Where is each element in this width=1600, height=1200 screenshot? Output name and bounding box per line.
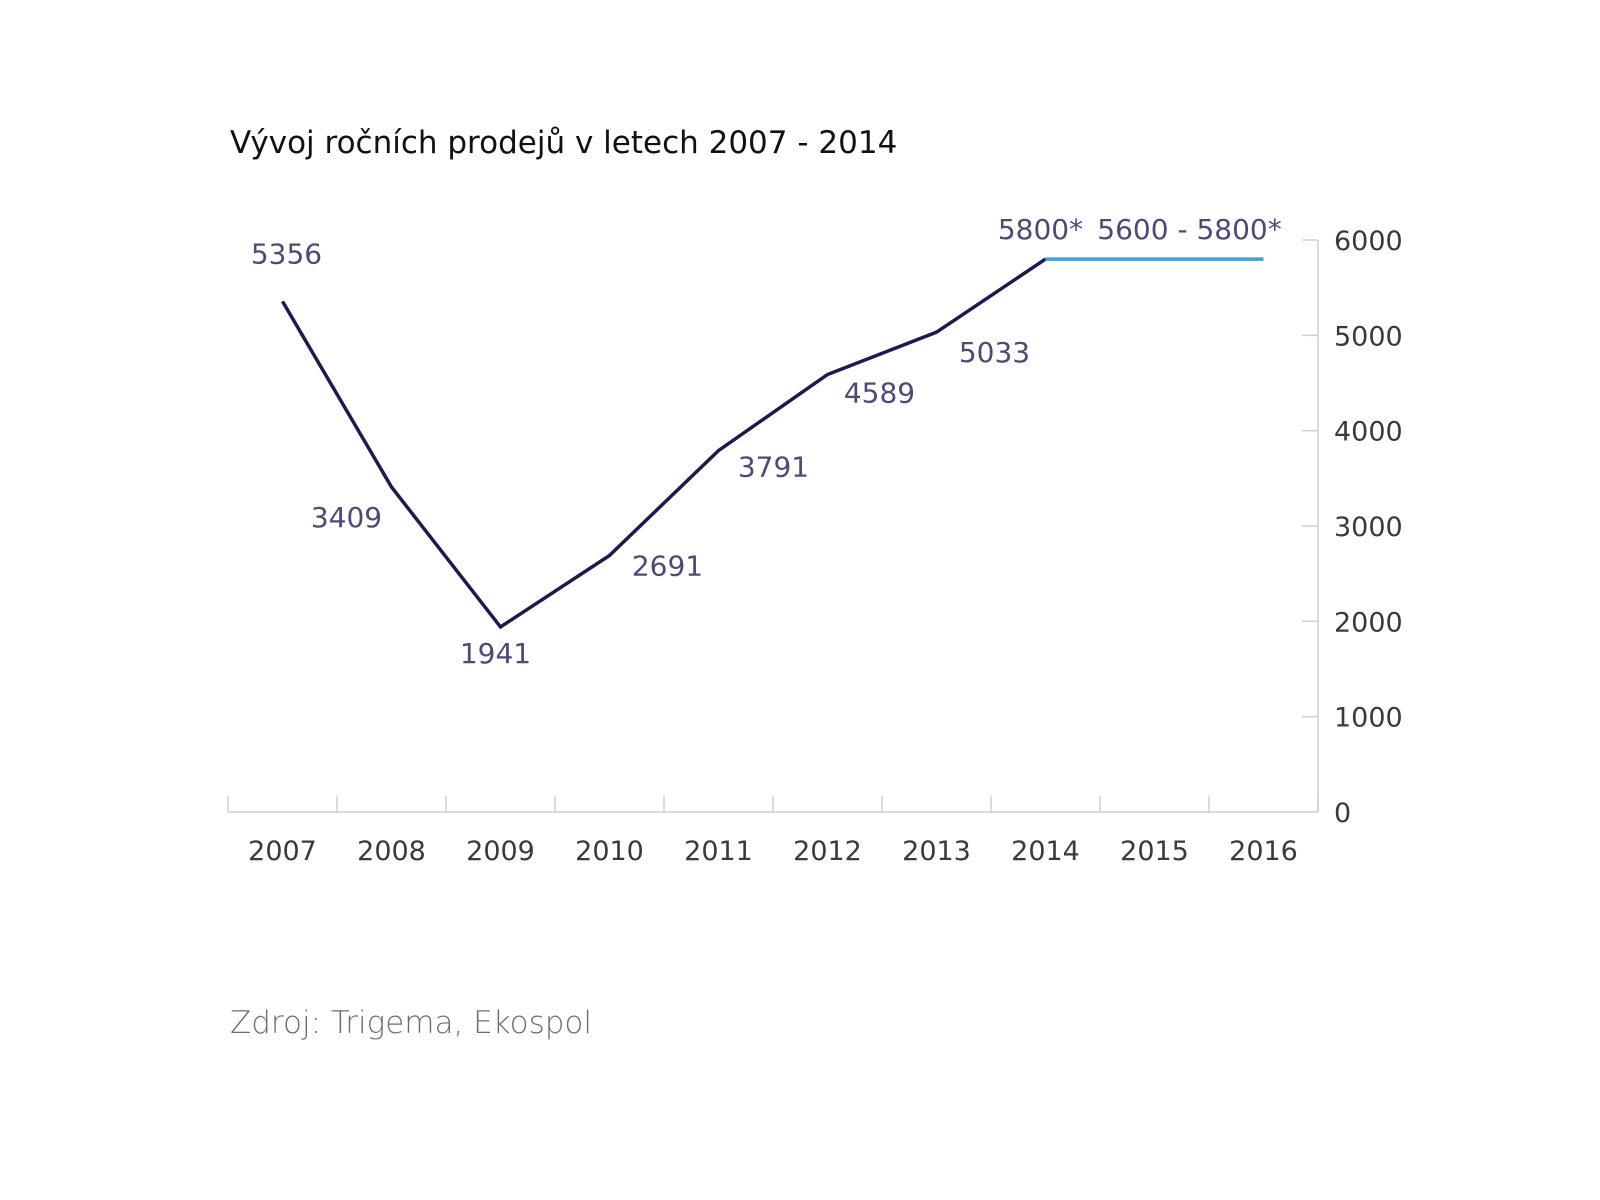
x-tick-label: 2013 [902,836,971,867]
y-tick-label: 4000 [1334,417,1403,448]
chart-axes [228,240,1319,813]
data-label: 2691 [632,549,703,582]
y-tick-label: 2000 [1334,607,1403,638]
y-tick-label: 1000 [1334,703,1403,734]
chart-title: Vývoj ročních prodejů v letech 2007 - 20… [230,125,898,161]
data-label: 3409 [311,501,382,534]
forecast-label: 5600 - 5800* [1097,213,1281,246]
y-tick-label: 3000 [1334,512,1403,543]
chart-series [280,257,1264,630]
x-tick-label: 2009 [466,836,535,867]
x-axis-ticks: 2007 2008 2009 2010 2011 2012 2013 2014 2015 2016 [227,796,1319,867]
data-labels: 5356 3409 1941 2691 3791 4589 5033 5800* 5600 - … [251,213,1282,670]
chart-source: Zdroj: Trigema, Ekospol [230,1005,592,1041]
y-tick-label: 0 [1334,798,1351,829]
x-tick-label: 2015 [1120,836,1189,867]
actual-sales-line [280,257,1047,630]
y-tick-label: 5000 [1334,321,1403,352]
x-tick-label: 2011 [684,836,753,867]
data-label: 1941 [460,637,531,670]
x-tick-label: 2012 [793,836,862,867]
x-tick-label: 2010 [575,836,644,867]
x-tick-label: 2014 [1011,836,1080,867]
data-label: 4589 [844,377,915,410]
data-label: 5800* [998,213,1083,246]
data-label: 5356 [251,237,322,270]
x-tick-label: 2016 [1229,836,1298,867]
x-tick-label: 2007 [248,836,317,867]
data-label: 3791 [738,451,809,484]
data-label: 5033 [959,336,1030,369]
x-tick-label: 2008 [357,836,426,867]
y-axis-ticks: 0 1000 2000 3000 4000 5000 6000 [1302,226,1403,829]
y-tick-label: 6000 [1334,226,1403,257]
